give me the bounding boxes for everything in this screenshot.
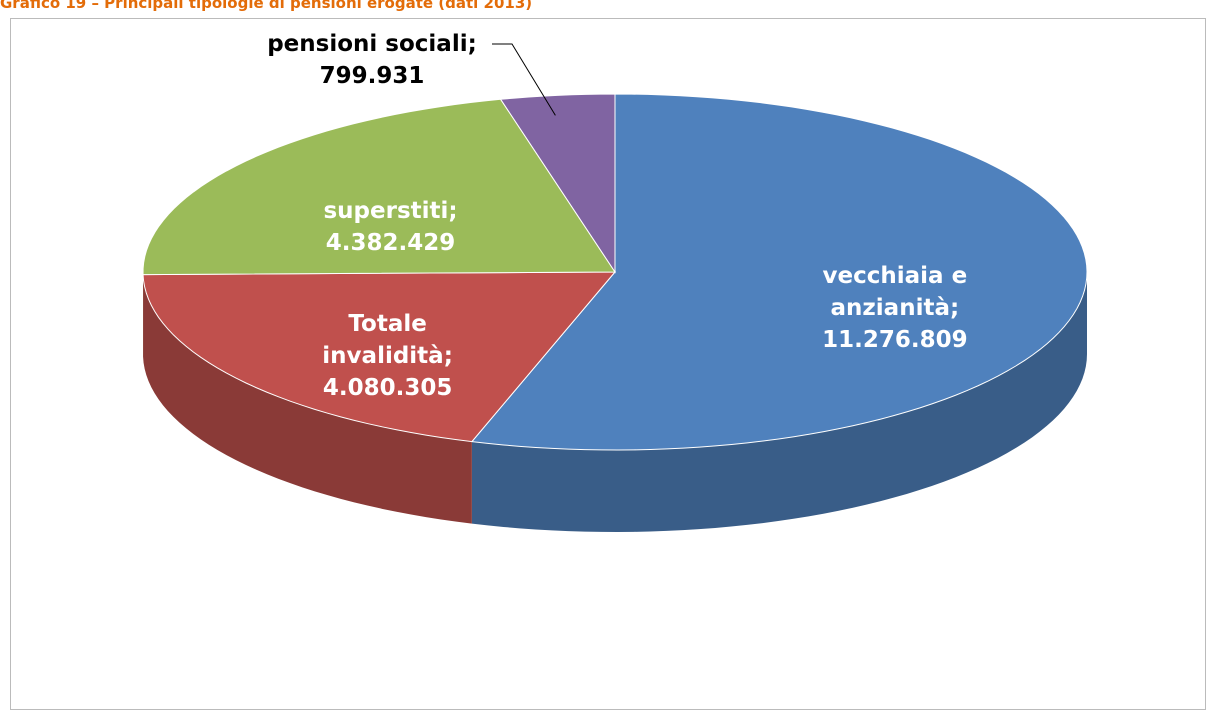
slice-label: Totale invalidità;	[308, 308, 468, 372]
slice-label: pensioni sociali;	[267, 28, 477, 60]
slice-value-label: 11.276.809	[822, 324, 968, 356]
slice-value-label: 4.080.305	[323, 372, 453, 404]
slice-value-label: 799.931	[320, 60, 425, 92]
slice-label: superstiti;	[311, 195, 471, 227]
slice-value-label: 4.382.429	[326, 227, 456, 259]
slice-label: vecchiaia e anzianità;	[795, 260, 995, 324]
